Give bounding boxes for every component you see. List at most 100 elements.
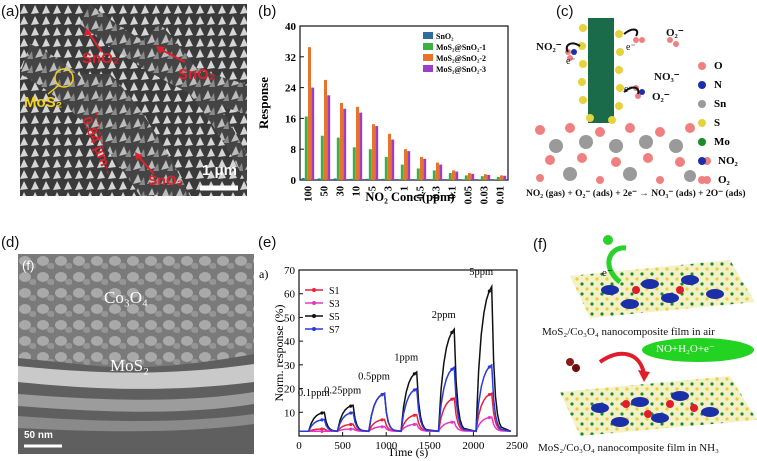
- legend-n-swatch: [698, 80, 706, 89]
- line-point-1-1: [349, 427, 353, 431]
- bar-legend-label-3: MoS₂@SnO₂-3: [436, 65, 486, 74]
- bar-legend-label-0: SnO₂: [436, 32, 454, 41]
- species-no2-minus: NO₂⁻: [536, 41, 562, 53]
- bar-11-1: [480, 176, 484, 180]
- line-point-2-0: [320, 411, 324, 415]
- line-point-1-3: [412, 422, 416, 427]
- line-ytick-label-5: 60: [284, 289, 296, 301]
- panel-d-sem-image: (f) Co₃O₄ MoS₂ 50 nm: [18, 254, 254, 454]
- panel-a-label: (a): [1, 3, 20, 20]
- electron-label-1: e⁻: [566, 56, 576, 67]
- sno2-lattice: [535, 123, 696, 184]
- bar-ytick-label-0: 0: [291, 175, 297, 187]
- bar-ytick-label-2: 16: [285, 113, 297, 125]
- bar-7-1: [416, 168, 420, 180]
- line-point-0-5: [487, 392, 491, 397]
- bar-xtick-label-11: 0.03: [480, 186, 491, 204]
- bar-xtick-label-6: 1: [400, 186, 411, 191]
- bar-legend-label-2: MoS₂@SnO₂-2: [436, 54, 486, 63]
- bar-11-2: [484, 174, 487, 180]
- bar-xtick-label-3: 10: [352, 186, 363, 197]
- line-xtick-label-0: 0: [296, 440, 302, 452]
- panel-f-label: (f): [533, 236, 548, 253]
- legend-o: O: [698, 56, 756, 75]
- bar-0-3: [311, 87, 315, 180]
- bar-xtick-label-7: 0.5: [416, 186, 427, 199]
- line-point-3-5: [487, 365, 491, 369]
- sno2-label-1: SnO₂: [82, 50, 120, 67]
- legend-no2: NO₂: [698, 151, 756, 170]
- line-ytick-label-0: 10: [284, 407, 296, 419]
- line-chart-frame: [298, 269, 518, 437]
- line-annotation-4: 2ppm: [432, 310, 456, 321]
- legend-sn-label: Sn: [714, 97, 727, 110]
- line-point-3-1: [349, 411, 353, 415]
- bar-10-3: [471, 173, 475, 180]
- legend-s-label: S: [714, 116, 721, 129]
- line-annotation-2: 0.5ppm: [358, 371, 390, 382]
- bar-7-0: [413, 179, 417, 180]
- line-xtick-label-1: 500: [334, 440, 351, 452]
- bar-ytick-label-1: 8: [291, 144, 297, 156]
- bar-2-0: [333, 178, 337, 180]
- bar-3-0: [349, 178, 353, 180]
- bar-6-1: [400, 164, 404, 180]
- species-no3-minus: NO₃⁻: [654, 71, 680, 83]
- line-point-0-0: [320, 427, 324, 431]
- bar-2-1: [336, 137, 340, 180]
- line-yaxis-title: Norm. response (%): [272, 305, 286, 402]
- line-point-2-1: [349, 404, 353, 408]
- electron-label-3: e⁻: [624, 84, 634, 95]
- line-xaxis-title: Time (s): [388, 445, 429, 459]
- bar-8-0: [429, 179, 433, 180]
- panel-a-arrows: [47, 28, 238, 191]
- bar-xtick-label-12: 0.01: [496, 186, 507, 204]
- panel-d-inner-label: (f): [22, 258, 35, 273]
- line-annotation-0: 0.1ppm: [298, 388, 330, 399]
- bar-12-3: [503, 175, 507, 180]
- legend-o2-label: O₂: [718, 173, 730, 186]
- legend-no2-swatch: [698, 156, 706, 165]
- legend-sn: Sn: [698, 94, 756, 113]
- bar-xtick-label-8: 0.3: [432, 186, 443, 199]
- bar-11-3: [487, 174, 491, 180]
- mos2-label-d: MoS₂: [110, 356, 149, 375]
- film-nh3: [560, 338, 757, 436]
- bar-5-1: [384, 156, 388, 180]
- panel-e-label: (e): [258, 234, 277, 251]
- legend-sn-swatch: [698, 99, 706, 108]
- line-ytick-label-2: 30: [284, 360, 296, 372]
- legend-mo-swatch: [698, 137, 706, 146]
- panel-d-scalebar-label: 50 nm: [24, 430, 53, 441]
- bar-ytick-label-4: 32: [285, 52, 297, 64]
- line-point-3-3: [412, 388, 416, 392]
- line-point-0-1: [349, 422, 353, 427]
- panel-d-texture: [18, 254, 254, 454]
- line-point-1-4: [450, 420, 454, 424]
- panel-f-product: NO+H₂O+e⁻: [656, 343, 715, 355]
- bar-4-1: [368, 149, 372, 180]
- bar-2-2: [340, 103, 343, 180]
- bar-8-1: [432, 170, 436, 180]
- bar-12-2: [500, 175, 503, 180]
- bar-xaxis-title: NO₂ Conc.(ppm): [365, 190, 454, 204]
- line-point-0-2: [380, 418, 384, 422]
- panel-f-caption-nh3: MoS₂/Co₃O₄ nanocomposite film in NH₃: [538, 442, 719, 454]
- panel-c-label: (c): [556, 3, 574, 20]
- bar-1-0: [317, 178, 321, 180]
- bar-0-1: [304, 116, 308, 180]
- bar-5-2: [388, 133, 391, 180]
- panel-f-caption-air: MoS₂/Co₃O₄ nanocomposite film in air: [542, 326, 715, 338]
- line-legend-label-0: S1: [329, 286, 340, 297]
- line-ytick-label-3: 40: [284, 336, 296, 348]
- bar-xtick-label-9: 0.1: [448, 186, 459, 199]
- bar-6-0: [397, 179, 401, 180]
- line-inner-label: a): [259, 267, 268, 281]
- panel-f-schematic: [560, 235, 757, 436]
- bar-ytick-label-3: 24: [285, 83, 297, 95]
- panel-a: SnO₂ SnO₂ SnO₂ MoS₂ 0.84 μm 1 μm (a): [0, 0, 250, 200]
- panel-f-electron: e⁻: [602, 267, 613, 279]
- line-chart: 0 500 1000 1500 2000 2500 10 20 30 40 50 60 70 Time (…: [259, 265, 529, 459]
- panel-b: (b) 0 8 16 24 32 40 100 50 30 10 5 3 1 0.5 0.3 0.1 0.05 0…: [250, 0, 518, 205]
- bar-12-1: [496, 176, 500, 180]
